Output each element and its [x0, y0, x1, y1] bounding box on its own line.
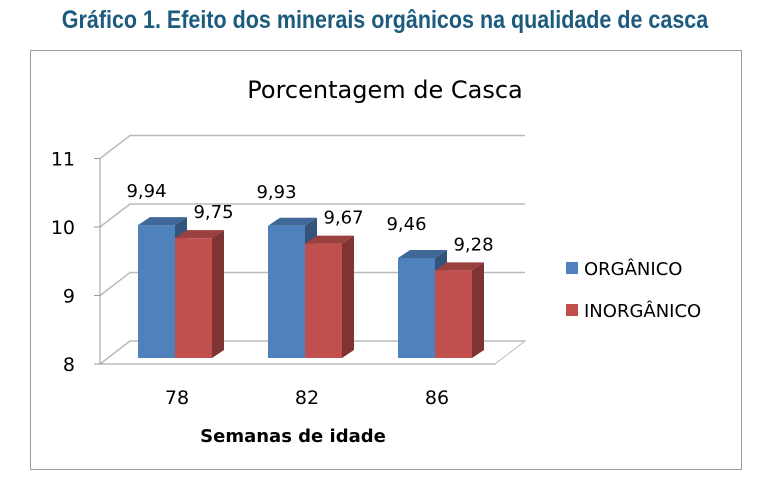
bar-top: [268, 217, 317, 226]
gridline: [99, 203, 525, 228]
x-axis-label: Semanas de idade: [200, 426, 386, 447]
chart-title: Porcentagem de Casca: [247, 76, 522, 104]
bar-orgânico-86: [398, 257, 435, 358]
legend-swatch: [566, 304, 578, 316]
bar-inorgânico-82: [305, 243, 342, 358]
y-tick-label: 11: [51, 149, 75, 171]
x-tick-label: 86: [425, 387, 449, 409]
bar-orgânico-78: [138, 225, 175, 358]
data-label: 9,46: [386, 214, 426, 235]
y-tick-label: 8: [63, 354, 75, 376]
y-tick-label: 9: [63, 286, 75, 308]
bar-top: [435, 262, 484, 271]
data-label: 9,75: [193, 202, 233, 223]
gridline: [99, 340, 525, 365]
x-tick-label: 82: [295, 387, 319, 409]
bar-top: [305, 235, 354, 244]
y-tick-label: 10: [51, 217, 75, 239]
bar-top: [398, 249, 447, 258]
bar-inorgânico-86: [435, 270, 472, 358]
bar-inorgânico-78: [175, 238, 212, 358]
bar-side: [342, 235, 354, 358]
gridline: [99, 271, 525, 297]
data-label: 9,67: [323, 208, 363, 229]
legend-label: ORGÂNICO: [584, 258, 682, 280]
bar-side: [472, 262, 484, 358]
bar-top: [138, 217, 187, 226]
gridline: [99, 134, 525, 160]
data-label: 9,28: [453, 234, 493, 255]
data-label: 9,94: [126, 181, 166, 202]
legend-label: INORGÂNICO: [584, 300, 701, 322]
figure-caption: Gráfico 1. Efeito dos minerais orgânicos…: [61, 6, 709, 34]
bar-top: [175, 230, 224, 239]
legend-swatch: [566, 262, 578, 274]
data-label: 9,93: [256, 182, 296, 203]
bar-side: [212, 230, 224, 358]
chart-frame: [30, 50, 742, 470]
x-tick-label: 78: [165, 387, 189, 409]
bar-orgânico-82: [268, 225, 305, 358]
